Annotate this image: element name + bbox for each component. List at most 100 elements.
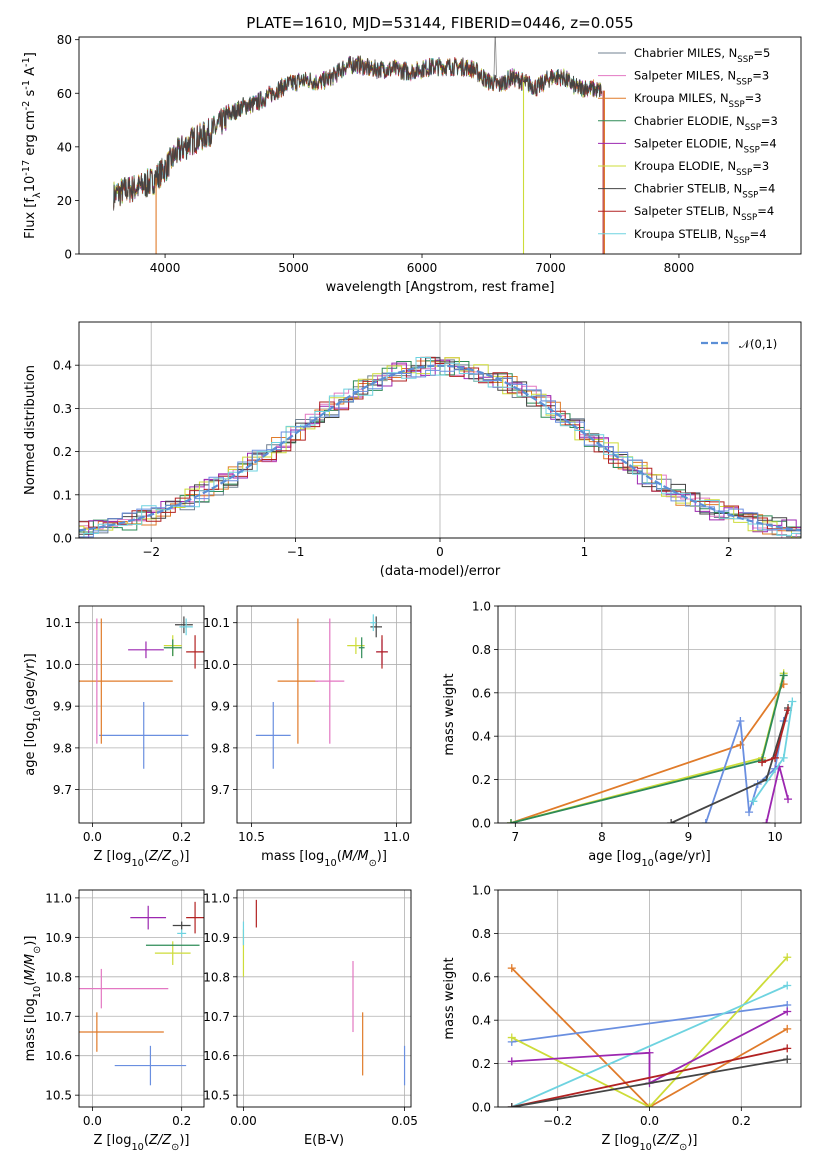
y-tick-label: 0.2 <box>472 773 491 787</box>
legend-label: Kroupa STELIB, NSSP=4 <box>634 227 767 246</box>
chart-title: PLATE=1610, MJD=53144, FIBERID=0446, z=0… <box>246 14 633 32</box>
weight-marker <box>783 981 792 990</box>
y-tick-label: 10.1 <box>203 616 230 630</box>
x-tick-label: 10.5 <box>238 830 265 844</box>
weight-marker <box>667 819 676 823</box>
x-tick-label: 0.2 <box>172 830 191 844</box>
weight-marker <box>701 819 710 823</box>
y-tick-label: 0.4 <box>472 1014 491 1028</box>
y-tick-label: 0.0 <box>53 532 72 546</box>
y-tick-label: 10.7 <box>203 1010 230 1024</box>
plot-area <box>255 614 388 769</box>
axes-frame <box>78 889 205 1108</box>
spectrum-line <box>493 37 497 78</box>
axes-frame <box>78 605 205 824</box>
axes-frame <box>497 889 802 1108</box>
weight-marker <box>506 819 515 823</box>
panel-age_vs_Z: 0.0 0.2 9.7 9.8 9.9 10.0 10.1 Z [log10(Z/Z⊙)] ag… <box>23 605 205 869</box>
plot-area <box>242 899 406 1086</box>
axes-frame <box>236 605 412 824</box>
y-tick-label: 11.0 <box>203 891 230 905</box>
x-axis-label: mass [log10(M/M⊙)] <box>261 849 387 869</box>
x-tick-label: 0 <box>436 545 444 559</box>
panel-mass_vs_EBV: 0.00 0.05 10.5 10.6 10.7 10.8 10.9 11.0 E(B-V) <box>203 889 418 1148</box>
weight-marker <box>758 758 767 767</box>
y-tick-label: 20 <box>57 194 72 208</box>
panel-weight_vs_Z: −0.2 0.0 0.2 0.0 0.2 0.4 0.6 0.8 1.0 Z [log10(Z/Z… <box>442 884 802 1153</box>
y-tick-label: 10.5 <box>203 1089 230 1103</box>
y-tick-label: 0.6 <box>472 686 491 700</box>
histogram-step <box>79 357 801 538</box>
weight-marker <box>779 671 788 680</box>
x-tick-label: −0.2 <box>543 1114 572 1128</box>
y-tick-label: 10.6 <box>45 1049 72 1063</box>
x-tick-label: 2 <box>725 545 733 559</box>
y-tick-label: 0.4 <box>53 359 72 373</box>
x-tick-label: 7000 <box>535 261 566 275</box>
x-tick-label: −2 <box>142 545 160 559</box>
y-tick-label: 10.8 <box>45 970 72 984</box>
x-tick-label: 7 <box>511 830 519 844</box>
spectrum-line <box>113 56 602 210</box>
x-tick-label: 9 <box>685 830 693 844</box>
y-tick-label: 9.7 <box>211 783 230 797</box>
weight-marker <box>779 753 788 762</box>
y-tick-label: 1.0 <box>472 884 491 898</box>
y-tick-label: 10.0 <box>45 658 72 672</box>
y-axis-label: age [log10(age/yr)] <box>23 653 43 776</box>
x-tick-label: 6000 <box>407 261 438 275</box>
panel-weight_vs_age: 7 8 9 10 0.0 0.2 0.4 0.6 0.8 1.0 age [log10(age/yr… <box>442 600 802 869</box>
weight-marker <box>762 819 771 823</box>
axes-frame <box>497 605 802 824</box>
legend-label: Chabrier ELODIE, NSSP=3 <box>634 114 778 133</box>
x-tick-label: 11.0 <box>383 830 410 844</box>
y-tick-label: 10.6 <box>203 1049 230 1063</box>
panel-age_vs_mass: 10.5 11.0 9.7 9.8 9.9 10.0 10.1 mass [log10(M/M… <box>203 605 412 869</box>
y-tick-label: 0.2 <box>472 1057 491 1071</box>
y-tick-label: 0.8 <box>472 643 491 657</box>
y-tick-label: 10.5 <box>45 1089 72 1103</box>
x-axis-label: E(B-V) <box>304 1133 344 1148</box>
histogram-step <box>79 369 801 538</box>
x-tick-label: 0.0 <box>640 1114 659 1128</box>
x-tick-label: 4000 <box>150 261 181 275</box>
x-tick-label: 0.0 <box>83 1114 102 1128</box>
y-tick-label: 10.9 <box>203 931 230 945</box>
x-tick-label: 0.00 <box>230 1114 257 1128</box>
y-tick-label: 0.4 <box>472 730 491 744</box>
axes-frame <box>78 321 802 539</box>
legend-label: Chabrier STELIB, NSSP=4 <box>634 182 775 201</box>
y-tick-label: 1.0 <box>472 600 491 614</box>
weight-marker <box>783 1044 792 1053</box>
weight-marker <box>783 953 792 962</box>
legend-label: Kroupa ELODIE, NSSP=3 <box>634 159 769 178</box>
weight-line <box>765 766 789 823</box>
y-tick-label: 0.1 <box>53 488 72 502</box>
y-tick-label: 10.1 <box>45 616 72 630</box>
plot-area <box>507 953 792 1107</box>
x-tick-label: 10 <box>767 830 782 844</box>
weight-marker <box>745 808 754 817</box>
plot-area <box>506 669 797 823</box>
weight-line <box>511 1047 788 1107</box>
y-tick-label: 60 <box>57 87 72 101</box>
y-axis-label: mass [log10(M/M⊙)] <box>23 936 43 1062</box>
weight-marker <box>645 1103 654 1107</box>
weight-line <box>511 967 788 1107</box>
y-tick-label: 0.0 <box>472 1101 491 1115</box>
histogram-step <box>79 359 801 538</box>
weight-line <box>511 956 788 1107</box>
weight-marker <box>784 795 793 804</box>
normal-curve <box>79 364 801 532</box>
legend-label: Chabrier MILES, NSSP=5 <box>634 46 770 65</box>
weight-marker <box>783 1055 792 1064</box>
weight-marker <box>771 753 780 762</box>
x-axis-label: age [log10(age/yr)] <box>588 849 711 869</box>
x-axis-label: Z [log10(Z/Z⊙)] <box>602 1133 698 1153</box>
histogram-step <box>79 356 801 538</box>
x-tick-label: −1 <box>287 545 305 559</box>
weight-marker <box>783 1024 792 1033</box>
y-tick-label: 9.9 <box>211 700 230 714</box>
x-axis-label: (data-model)/error <box>380 564 501 579</box>
panel-spectrum: 4000 5000 6000 7000 8000 0 20 40 60 80 wavelength … <box>21 14 802 295</box>
